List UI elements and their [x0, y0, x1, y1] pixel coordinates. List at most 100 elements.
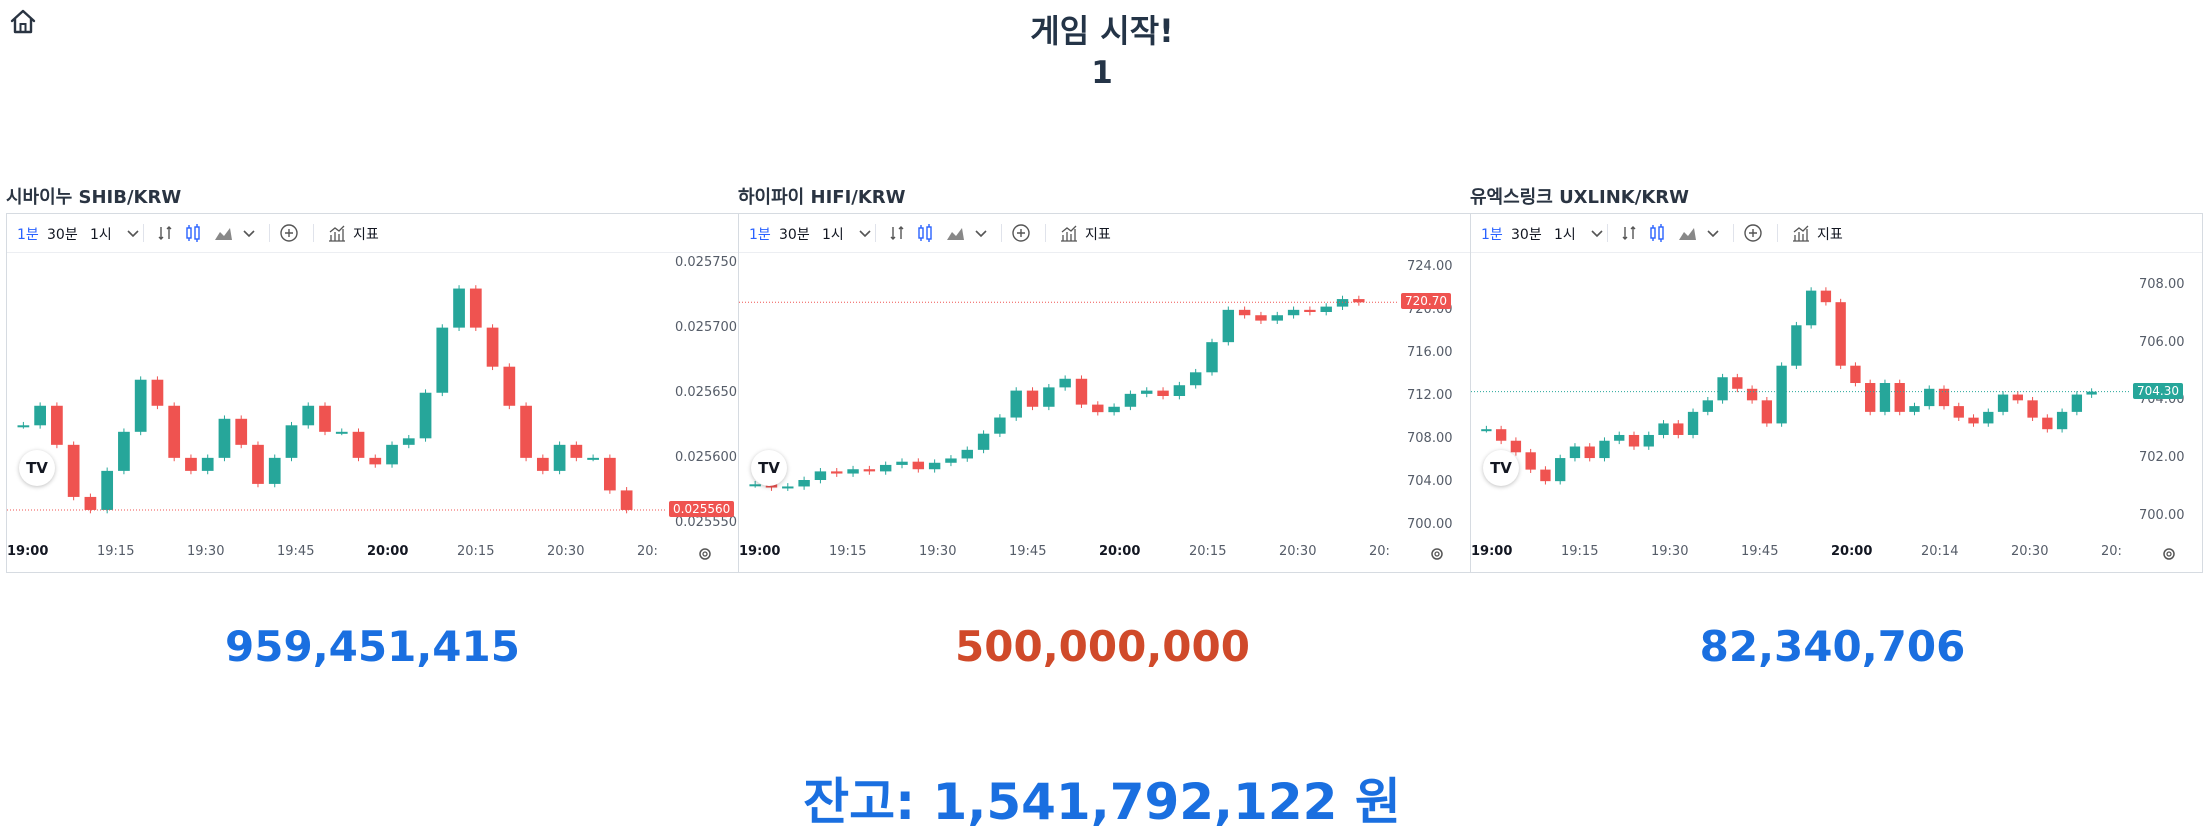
indicators-icon[interactable]	[327, 223, 347, 243]
area-chart-icon[interactable]	[213, 223, 233, 243]
y-tick-label: 706.00	[2139, 334, 2185, 350]
area-chart-icon[interactable]	[1677, 223, 1697, 243]
current-price-tag: 720.70	[1401, 293, 1451, 310]
timeframe-1h-button[interactable]: 1시	[1554, 227, 1576, 243]
x-tick-label: 20:15	[457, 544, 495, 559]
home-icon[interactable]	[8, 7, 38, 37]
chart-title: 유엑스링크 UXLINK/KRW	[1470, 187, 1689, 208]
candle-body	[369, 457, 382, 465]
chevron-down-icon[interactable]	[1587, 223, 1607, 243]
candle-body	[1909, 406, 1920, 412]
settings-gear-icon[interactable]	[2161, 546, 2177, 562]
candle-body	[1732, 377, 1743, 389]
x-tick-label: 20:30	[1279, 544, 1317, 559]
y-tick-label: 708.00	[1407, 431, 1453, 447]
candlestick-icon[interactable]	[183, 223, 203, 243]
tradingview-logo[interactable]: TV	[19, 450, 55, 486]
tradingview-chart[interactable]: 1분 30분 1시 지표 0.025750 0.025700 0.025650 0.02560…	[6, 213, 739, 573]
y-tick-label: 0.025550	[675, 514, 738, 530]
timeframe-30m-button[interactable]: 30분	[1511, 227, 1542, 243]
candle-body	[1320, 306, 1332, 312]
game-title: 게임 시작!	[1030, 12, 1174, 50]
candle-body	[386, 444, 398, 465]
candlestick-icon[interactable]	[1647, 223, 1667, 243]
toolbar-divider	[1733, 224, 1734, 242]
candle-body	[1525, 452, 1536, 470]
timeframe-1m-button[interactable]: 1분	[1481, 227, 1503, 243]
toolbar-divider	[143, 224, 144, 242]
candle-body	[1953, 406, 1964, 418]
candle-body	[1628, 434, 1640, 447]
candle-body	[814, 471, 827, 480]
candle-body	[2027, 400, 2038, 418]
chevron-down-icon[interactable]	[971, 223, 991, 243]
candle-body	[1271, 315, 1283, 321]
compare-bars-icon[interactable]	[1619, 223, 1639, 243]
candle-body	[1673, 423, 1684, 435]
candle-body	[1287, 309, 1300, 316]
candlestick-icon[interactable]	[915, 223, 935, 243]
candle-body	[520, 405, 532, 458]
candle-body	[1510, 440, 1522, 453]
timeframe-1m-button[interactable]: 1분	[749, 227, 771, 243]
x-tick-label: 19:00	[1471, 544, 1513, 559]
candle-body	[252, 444, 264, 484]
x-tick-label: 19:30	[919, 544, 957, 559]
chevron-down-icon[interactable]	[855, 223, 875, 243]
settings-gear-icon[interactable]	[697, 546, 713, 562]
candle-body	[1820, 290, 1832, 303]
toolbar-divider	[313, 224, 314, 242]
x-tick-label: 19:00	[7, 544, 49, 559]
candle-body	[1584, 446, 1595, 459]
area-chart-icon[interactable]	[945, 223, 965, 243]
chevron-down-icon[interactable]	[239, 223, 259, 243]
timeframe-30m-button[interactable]: 30분	[779, 227, 810, 243]
compare-bars-icon[interactable]	[887, 223, 907, 243]
y-tick-label: 700.00	[1407, 517, 1453, 533]
indicators-button[interactable]: 지표	[353, 227, 379, 243]
candle-body	[1026, 390, 1039, 407]
add-indicator-icon[interactable]	[1743, 223, 1763, 243]
tradingview-chart[interactable]: 1분 30분 1시 지표 708.00 706.00 704.00 702.00 700.00 7…	[1470, 213, 2203, 573]
candle-body	[620, 490, 633, 510]
candle-body	[994, 417, 1006, 434]
holding-amount: 959,451,415	[225, 622, 520, 671]
toolbar-divider	[269, 224, 270, 242]
candlestick-chart[interactable]	[7, 252, 738, 572]
indicators-button[interactable]: 지표	[1085, 227, 1111, 243]
x-tick-label: 19:15	[1561, 544, 1599, 559]
candlestick-chart[interactable]	[1471, 252, 2202, 572]
x-tick-label: 19:15	[829, 544, 867, 559]
timeframe-1h-button[interactable]: 1시	[822, 227, 844, 243]
tradingview-logo[interactable]: TV	[751, 450, 787, 486]
timeframe-30m-button[interactable]: 30분	[47, 227, 78, 243]
indicators-icon[interactable]	[1791, 223, 1811, 243]
indicators-button[interactable]: 지표	[1817, 227, 1843, 243]
timeframe-1m-button[interactable]: 1분	[17, 227, 39, 243]
candle-body	[1776, 365, 1787, 424]
y-tick-label: 0.025600	[675, 449, 738, 465]
y-tick-label: 708.00	[2139, 276, 2185, 292]
add-indicator-icon[interactable]	[279, 223, 299, 243]
tradingview-logo[interactable]: TV	[1483, 450, 1519, 486]
compare-bars-icon[interactable]	[155, 223, 175, 243]
toolbar-divider	[1607, 224, 1608, 242]
candlestick-chart[interactable]	[739, 252, 1470, 572]
candle-body	[1805, 290, 1817, 326]
candle-body	[419, 392, 432, 439]
candle-body	[1569, 446, 1581, 459]
holding-amount: 500,000,000	[955, 622, 1250, 671]
candle-body	[1983, 411, 1994, 424]
candle-body	[1687, 411, 1699, 435]
add-indicator-icon[interactable]	[1011, 223, 1031, 243]
indicators-icon[interactable]	[1059, 223, 1079, 243]
chevron-down-icon[interactable]	[123, 223, 143, 243]
settings-gear-icon[interactable]	[1429, 546, 1445, 562]
candle-body	[1879, 383, 1891, 412]
candle-body	[335, 431, 348, 434]
chevron-down-icon[interactable]	[1703, 223, 1723, 243]
current-price-tag: 704.30	[2133, 382, 2183, 399]
candle-body	[1222, 309, 1235, 343]
timeframe-1h-button[interactable]: 1시	[90, 227, 112, 243]
tradingview-chart[interactable]: 1분 30분 1시 지표 724.00 720.00 716.00 712.00 708.00 7…	[738, 213, 1471, 573]
